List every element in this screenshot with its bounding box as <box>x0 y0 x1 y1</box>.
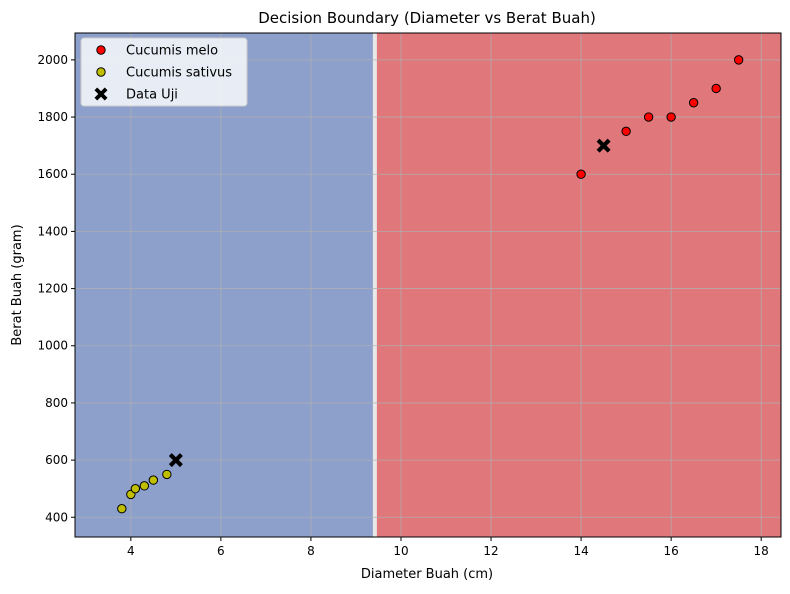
y-tick-label: 1000 <box>37 339 68 353</box>
data-point-sativus <box>117 503 127 514</box>
test-point-marker <box>596 138 611 153</box>
data-point-melo <box>621 126 631 137</box>
x-axis-label: Diameter Buah (cm) <box>361 567 493 582</box>
x-tick-label: 4 <box>127 544 135 558</box>
y-tick-label: 600 <box>45 453 68 467</box>
legend-marker-melo <box>96 45 106 55</box>
x-tick-label: 18 <box>754 544 769 558</box>
data-point-melo <box>576 169 586 179</box>
legend-label: Cucumis sativus <box>126 66 232 81</box>
x-tick-label: 6 <box>217 544 225 558</box>
x-tick-label: 14 <box>573 544 588 558</box>
data-point-sativus <box>148 475 159 485</box>
legend-marker-sativus <box>96 67 106 77</box>
y-tick-label: 1600 <box>37 167 68 181</box>
data-point-sativus <box>162 469 172 480</box>
y-tick-label: 1800 <box>37 110 68 124</box>
x-tick-label: 8 <box>307 544 315 558</box>
data-point-melo <box>688 98 699 108</box>
y-tick-label: 1400 <box>37 224 68 238</box>
y-tick-label: 2000 <box>37 53 68 67</box>
y-tick-label: 1200 <box>37 282 68 296</box>
data-point-melo <box>711 83 721 94</box>
data-point-melo <box>666 112 676 122</box>
legend-label: Data Uji <box>126 88 178 103</box>
region-left <box>75 33 375 537</box>
legend: Cucumis melo Cucumis sativus Data Uji <box>80 37 248 107</box>
data-point-sativus <box>139 481 150 491</box>
test-point-marker <box>168 453 183 468</box>
data-point-melo <box>733 55 744 65</box>
x-tick-label: 10 <box>393 544 408 558</box>
x-tick-label: 16 <box>663 544 678 558</box>
decision-boundary-line <box>372 33 377 537</box>
legend-box <box>80 37 248 107</box>
chart-title: Decision Boundary (Diameter vs Berat Bua… <box>258 9 596 27</box>
x-tick-label: 12 <box>483 544 498 558</box>
data-point-melo <box>643 112 654 122</box>
legend-marker-data-uji <box>94 87 108 101</box>
y-tick-label: 400 <box>45 510 68 524</box>
region-right <box>374 33 781 537</box>
y-tick-label: 800 <box>45 396 68 410</box>
plot-frame <box>74 32 782 538</box>
y-axis-label: Berat Buah (gram) <box>10 224 25 345</box>
data-point-sativus <box>130 483 141 494</box>
legend-label: Cucumis melo <box>126 44 218 59</box>
